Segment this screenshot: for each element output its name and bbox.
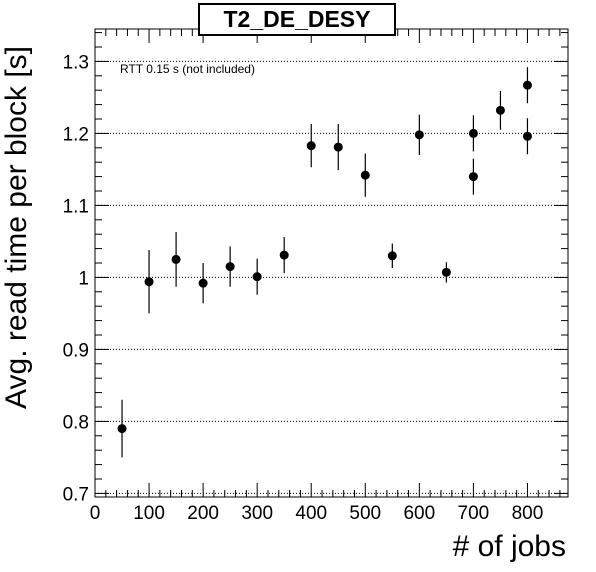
chart-title: T2_DE_DESY [198,3,396,36]
x-tick-label: 300 [241,503,273,524]
y-gridlines [95,60,568,494]
data-point [468,115,478,152]
point-marker [441,267,451,277]
data-point [387,243,397,269]
point-marker [171,254,181,264]
point-marker [144,277,154,287]
data-point [441,262,451,283]
chart-title-text: T2_DE_DESY [223,6,371,32]
data-point [360,153,370,197]
x-tick-label: 500 [349,503,381,524]
y-tick-label: 0.7 [63,484,89,505]
point-marker [279,250,289,260]
x-tick-label: 700 [458,503,490,524]
point-marker [414,130,424,140]
data-point [522,67,532,104]
data-point [171,232,181,287]
x-tick-label: 800 [512,503,544,524]
y-tick-label: 0.8 [63,412,89,433]
data-point [495,90,505,130]
rtt-annotation: RTT 0.15 s (not included) [120,62,255,76]
y-axis-label: Avg. read time per block [s] [0,46,33,409]
tick-labels: 0.7 0.8 0.9 1 1.1 1.2 1.3 0 100 200 300 400 500 600 70… [63,52,544,524]
y-tick-label: 1.2 [63,124,89,145]
y-tick-label: 1.1 [63,196,89,217]
x-tick-label: 100 [133,503,165,524]
x-tick-label: 0 [90,503,101,524]
point-marker [522,131,532,141]
point-marker [225,262,235,272]
x-tick-label: 600 [403,503,435,524]
data-point [252,258,262,295]
point-marker [387,251,397,261]
point-marker [117,424,127,434]
point-marker [306,141,316,151]
y-tick-label: 0.9 [63,340,89,361]
data-point [144,250,154,314]
point-marker [468,172,478,182]
point-marker [198,278,208,288]
y-tick-label: 1.3 [63,52,89,73]
x-tick-label: 200 [187,503,219,524]
data-point [414,114,424,155]
data-point [522,118,532,155]
data-points [117,67,532,458]
point-marker [333,142,343,152]
plot-frame [94,28,569,498]
data-point [225,246,235,287]
data-point [333,124,343,171]
data-point [117,399,127,458]
data-point [468,158,478,195]
point-marker [495,105,505,115]
x-tick-label: 400 [295,503,327,524]
data-point [279,237,289,274]
y-tick-label: 1 [78,268,89,289]
point-marker [252,272,262,282]
point-marker [468,128,478,138]
point-marker [360,170,370,180]
data-point [198,263,208,304]
point-marker [522,80,532,90]
axis-ticks [94,29,568,497]
data-point [306,124,316,168]
x-axis-label: # of jobs [453,530,566,563]
